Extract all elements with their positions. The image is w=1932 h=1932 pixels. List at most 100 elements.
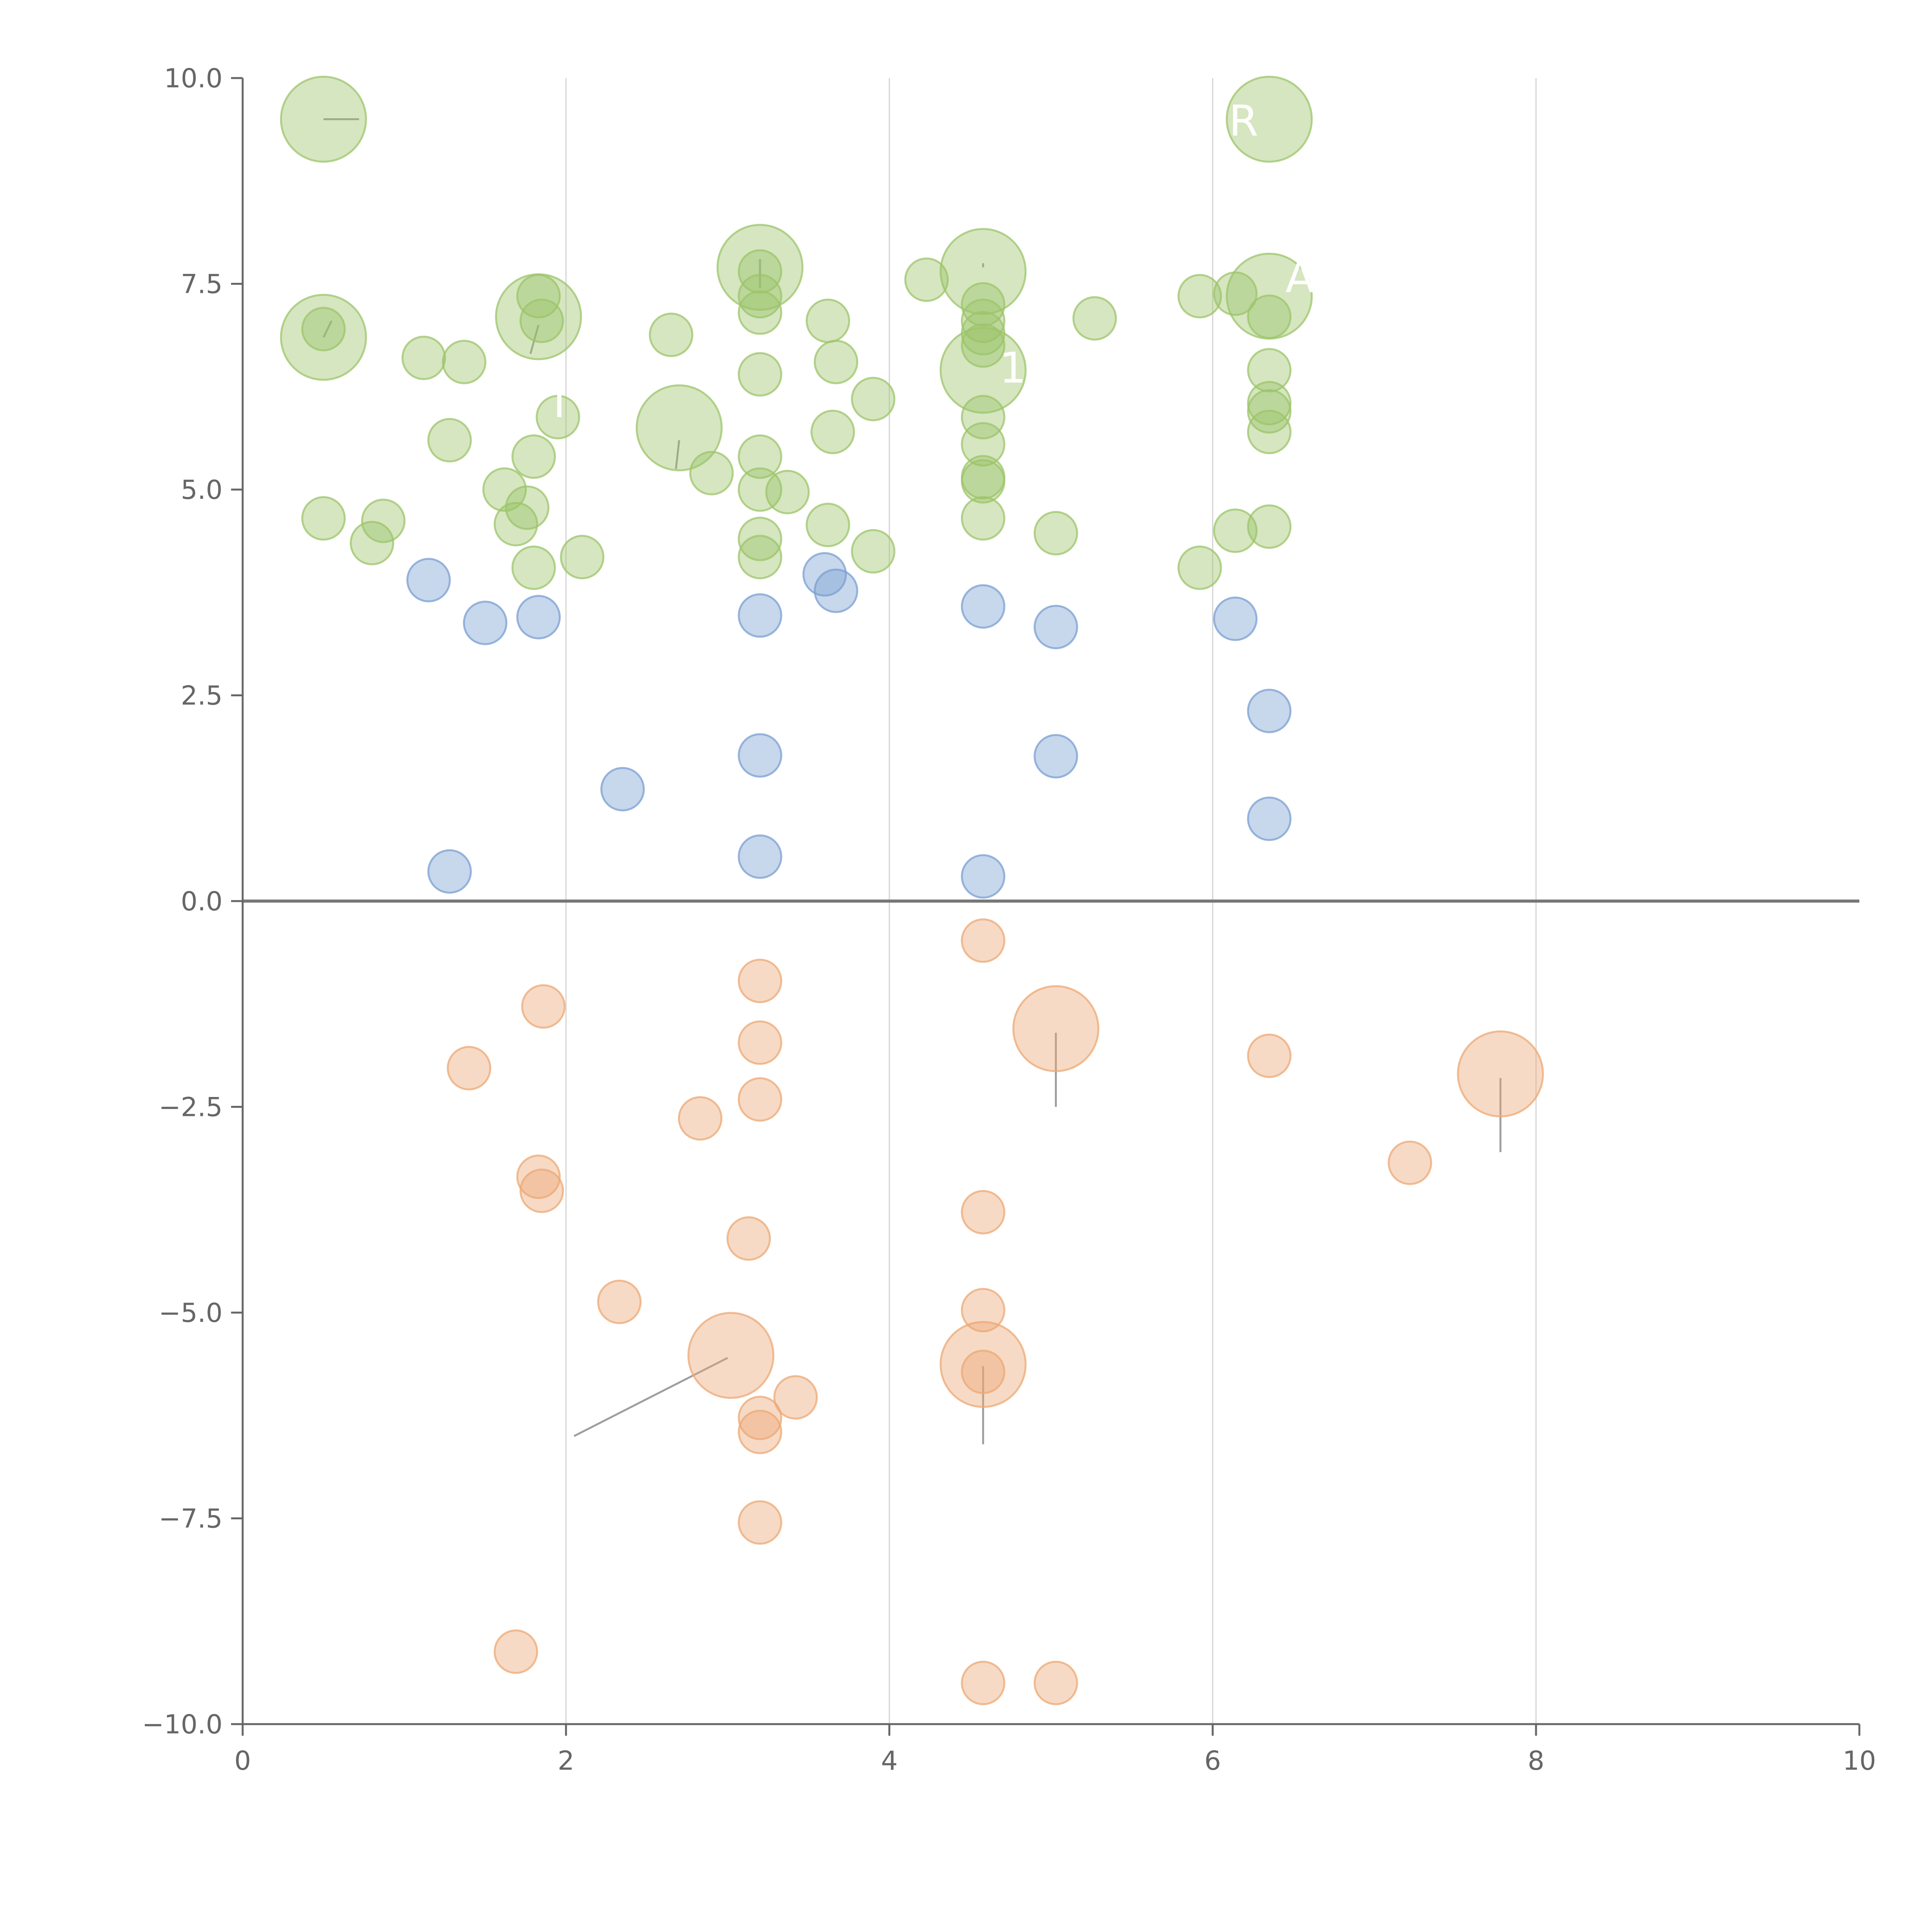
point-label: R [1229, 96, 1258, 146]
green-bubble [511, 545, 556, 590]
x-tick-label: 8 [1528, 1746, 1544, 1776]
orange-bubble [738, 1077, 782, 1122]
leader-line-layer [322, 118, 1502, 1444]
green-bubble [961, 298, 1005, 343]
green-bubble [1177, 274, 1222, 318]
green-bubble [961, 422, 1005, 467]
green-bubble [738, 274, 782, 318]
blue-bubble [961, 854, 1005, 899]
orange-bubble [961, 1288, 1005, 1333]
leader-line [675, 440, 680, 469]
orange-bubble [521, 984, 566, 1029]
axes-layer: −10.0 −7.5 −5.0 −2.5 0.0 2.5 5.0 7.5 10.0 0 2 4 6 8 10 [142, 63, 1876, 1776]
blue-bubble [406, 558, 451, 602]
green-bubble [482, 467, 527, 512]
green-bubble [442, 340, 486, 384]
blue-bubble [463, 600, 508, 645]
green-bubble [1226, 76, 1313, 163]
orange-bubble [773, 1375, 818, 1420]
green-bubble [738, 352, 782, 397]
y-tick-label: 5.0 [181, 475, 223, 505]
orange-bubble [1012, 985, 1100, 1072]
y-tick-label: −2.5 [159, 1092, 223, 1123]
green-bubble [401, 335, 446, 380]
green-bubble [961, 459, 1005, 504]
green-bubble [301, 307, 346, 352]
x-tick-label: 4 [881, 1746, 898, 1776]
green-bubble [765, 469, 810, 514]
orange-bubble [961, 918, 1005, 963]
orange-bubble [447, 1046, 492, 1090]
green-bubble [1247, 504, 1292, 549]
green-bubble [649, 313, 694, 357]
blue-bubble [1034, 605, 1078, 650]
y-tick-label: 10.0 [164, 63, 223, 94]
orange-bubble [961, 1661, 1005, 1705]
blue-bubble [961, 584, 1005, 629]
green-bubble [1247, 410, 1292, 454]
blue-bubble [516, 595, 561, 639]
green-bubble [560, 535, 605, 580]
green-bubble [280, 294, 367, 381]
leader-line [322, 320, 333, 338]
y-tick-label: −7.5 [159, 1504, 223, 1534]
blue-bubble [1247, 689, 1292, 733]
green-bubble [636, 384, 723, 471]
orange-bubble [493, 1629, 538, 1674]
orange-bubble [678, 1096, 723, 1141]
green-bubble [280, 76, 367, 163]
green-bubble [350, 520, 395, 565]
green-bubble [1247, 294, 1292, 339]
green-bubble [1177, 545, 1222, 590]
y-tick-label: −5.0 [159, 1298, 223, 1328]
green-bubble [716, 224, 804, 311]
green-bubble [738, 535, 782, 580]
green-bubble [1247, 348, 1292, 393]
point-label: I [553, 378, 565, 427]
green-bubble [939, 327, 1027, 414]
orange-bubble [1388, 1140, 1432, 1185]
orange-bubble [961, 1190, 1005, 1235]
green-bubble [505, 485, 549, 530]
x-tick-label: 2 [558, 1746, 574, 1776]
y-tick-label: 2.5 [181, 681, 223, 711]
green-bubble [738, 434, 782, 479]
blue-bubble [738, 834, 782, 879]
green-bubble [738, 290, 782, 335]
blue-bubble [738, 733, 782, 778]
green-bubble [806, 298, 850, 343]
blue-bubble [1213, 596, 1258, 641]
blue-bubble [600, 767, 645, 811]
green-bubble [495, 273, 582, 361]
green-bubble [689, 451, 734, 495]
blue-bubble [738, 593, 782, 638]
blue-bubble [427, 849, 472, 894]
orange-bubble [738, 1500, 782, 1545]
green-bubble [904, 257, 949, 302]
orange-bubble [519, 1168, 564, 1213]
green-bubble [301, 496, 346, 541]
y-tick-label: 0.0 [181, 886, 223, 917]
x-tick-label: 6 [1204, 1746, 1221, 1776]
orange-bubble [516, 1155, 561, 1199]
orange-bubble [687, 1312, 775, 1399]
points-layer [280, 76, 1544, 1705]
orange-bubble [726, 1216, 771, 1261]
green-bubble [427, 418, 472, 463]
point-label-layer: R A 1 I [553, 96, 1315, 427]
blue-bubble [1247, 796, 1292, 841]
green-bubble [961, 395, 1005, 440]
leader-line [573, 1357, 728, 1437]
green-bubble [806, 503, 850, 548]
orange-bubble [738, 959, 782, 1003]
blue-bubble [1034, 734, 1078, 779]
orange-bubble [1247, 1033, 1292, 1078]
green-bubble [519, 298, 564, 343]
green-bubble [536, 395, 580, 440]
green-bubble [1072, 296, 1117, 341]
orange-bubble [1457, 1030, 1544, 1117]
orange-bubble [597, 1279, 642, 1324]
green-bubble [851, 529, 896, 574]
green-bubble [851, 377, 896, 422]
orange-bubble [1034, 1661, 1078, 1705]
